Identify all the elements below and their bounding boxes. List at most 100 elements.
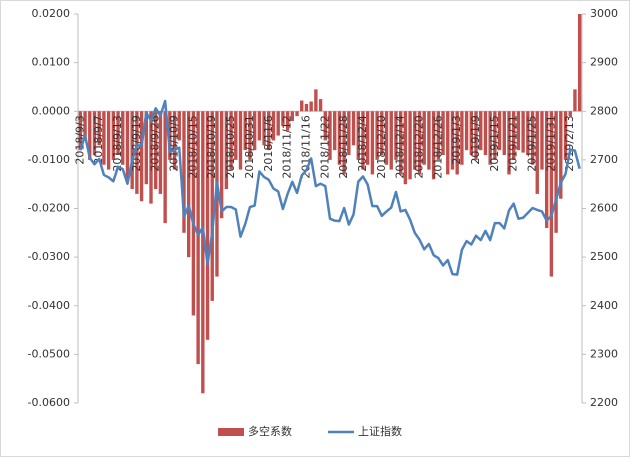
bar [337, 111, 342, 165]
bar [168, 111, 172, 160]
bar [121, 111, 125, 165]
y-tick-label: -0.0500 [28, 347, 70, 360]
bar [474, 111, 478, 160]
x-tick-label: 2018/12/26 [431, 115, 444, 178]
x-tick-label: 2019/1/9 [469, 115, 482, 164]
bar [163, 111, 167, 224]
bar [361, 111, 365, 170]
bar [460, 111, 464, 165]
bar [516, 111, 521, 151]
bar [469, 111, 474, 156]
legend-swatch [218, 428, 244, 436]
bar [328, 111, 332, 160]
bar [92, 111, 97, 156]
bar [116, 111, 120, 156]
bar [257, 111, 262, 141]
bar [526, 111, 530, 156]
y2-tick-label: 2600 [590, 202, 618, 215]
bar [408, 111, 412, 180]
y2-tick-label: 3000 [590, 7, 618, 20]
x-tick-label: 2018/11/22 [318, 115, 331, 178]
x-tick-label: 2019/1/15 [488, 115, 501, 171]
bar [304, 103, 309, 112]
bar [436, 111, 441, 160]
bar [88, 111, 92, 160]
bar [342, 111, 346, 175]
x-tick-label: 2018/12/20 [412, 115, 425, 178]
bar [398, 111, 403, 175]
y-tick-label: -0.0100 [28, 153, 70, 166]
bar [403, 111, 408, 185]
bar [97, 111, 101, 146]
bar [314, 89, 318, 112]
bar [276, 111, 280, 136]
bar [493, 111, 497, 160]
bar [479, 111, 483, 151]
bar [78, 111, 83, 151]
x-tick-label: 2018/10/19 [205, 115, 218, 178]
y-tick-label: -0.0200 [28, 202, 70, 215]
bar [380, 111, 384, 156]
bar [318, 99, 323, 112]
bar [224, 111, 229, 190]
bar [83, 111, 87, 141]
bar [267, 111, 271, 151]
x-tick-label: 2019/2/13 [563, 115, 576, 171]
bar [177, 111, 181, 141]
bar [535, 111, 539, 194]
bar [205, 111, 210, 340]
bar [191, 111, 196, 316]
bar [488, 111, 492, 165]
y2-tick-label: 2700 [590, 153, 618, 166]
bar [540, 111, 544, 170]
bar [106, 111, 111, 170]
bar [158, 111, 163, 194]
bar [441, 111, 445, 156]
bar [507, 111, 511, 175]
bar [243, 111, 247, 151]
bar [139, 111, 144, 202]
x-tick-label: 2018/11/6 [262, 115, 275, 171]
bar [285, 111, 290, 131]
y2-tick-label: 2200 [590, 396, 618, 409]
bar [427, 111, 431, 170]
bar [154, 111, 158, 190]
bar [281, 111, 285, 126]
bar [394, 111, 398, 160]
bar [182, 111, 186, 233]
x-tick-label: 2018/9/7 [92, 115, 105, 164]
bar [196, 111, 200, 365]
bar [125, 111, 130, 180]
bar [238, 111, 243, 170]
bar [455, 111, 459, 175]
y2-tick-label: 2500 [590, 250, 618, 263]
bar [130, 111, 134, 190]
bar [559, 111, 563, 199]
bar [512, 111, 516, 160]
bar [530, 111, 535, 165]
bar [201, 111, 205, 394]
x-tick-label: 2019/1/31 [544, 115, 557, 171]
bar [295, 111, 299, 117]
x-tick-label: 2018/10/15 [186, 115, 199, 178]
bar [563, 111, 568, 160]
y2-tick-label: 2900 [590, 56, 618, 69]
bar [333, 111, 337, 151]
bar [549, 111, 554, 277]
x-tick-label: 2019/1/21 [507, 115, 520, 171]
bar [422, 111, 426, 165]
bar [135, 111, 139, 194]
bar [521, 111, 525, 153]
bar [172, 111, 177, 170]
bar [365, 111, 370, 165]
bar [300, 100, 304, 112]
x-tick-label: 2018/12/4 [356, 115, 369, 171]
bar [573, 89, 577, 112]
bar [544, 111, 549, 228]
y-tick-label: 0.0100 [32, 56, 71, 69]
bar [102, 111, 106, 165]
bar [450, 111, 455, 170]
bar [248, 111, 252, 160]
bar [149, 111, 153, 204]
bar [210, 111, 214, 301]
